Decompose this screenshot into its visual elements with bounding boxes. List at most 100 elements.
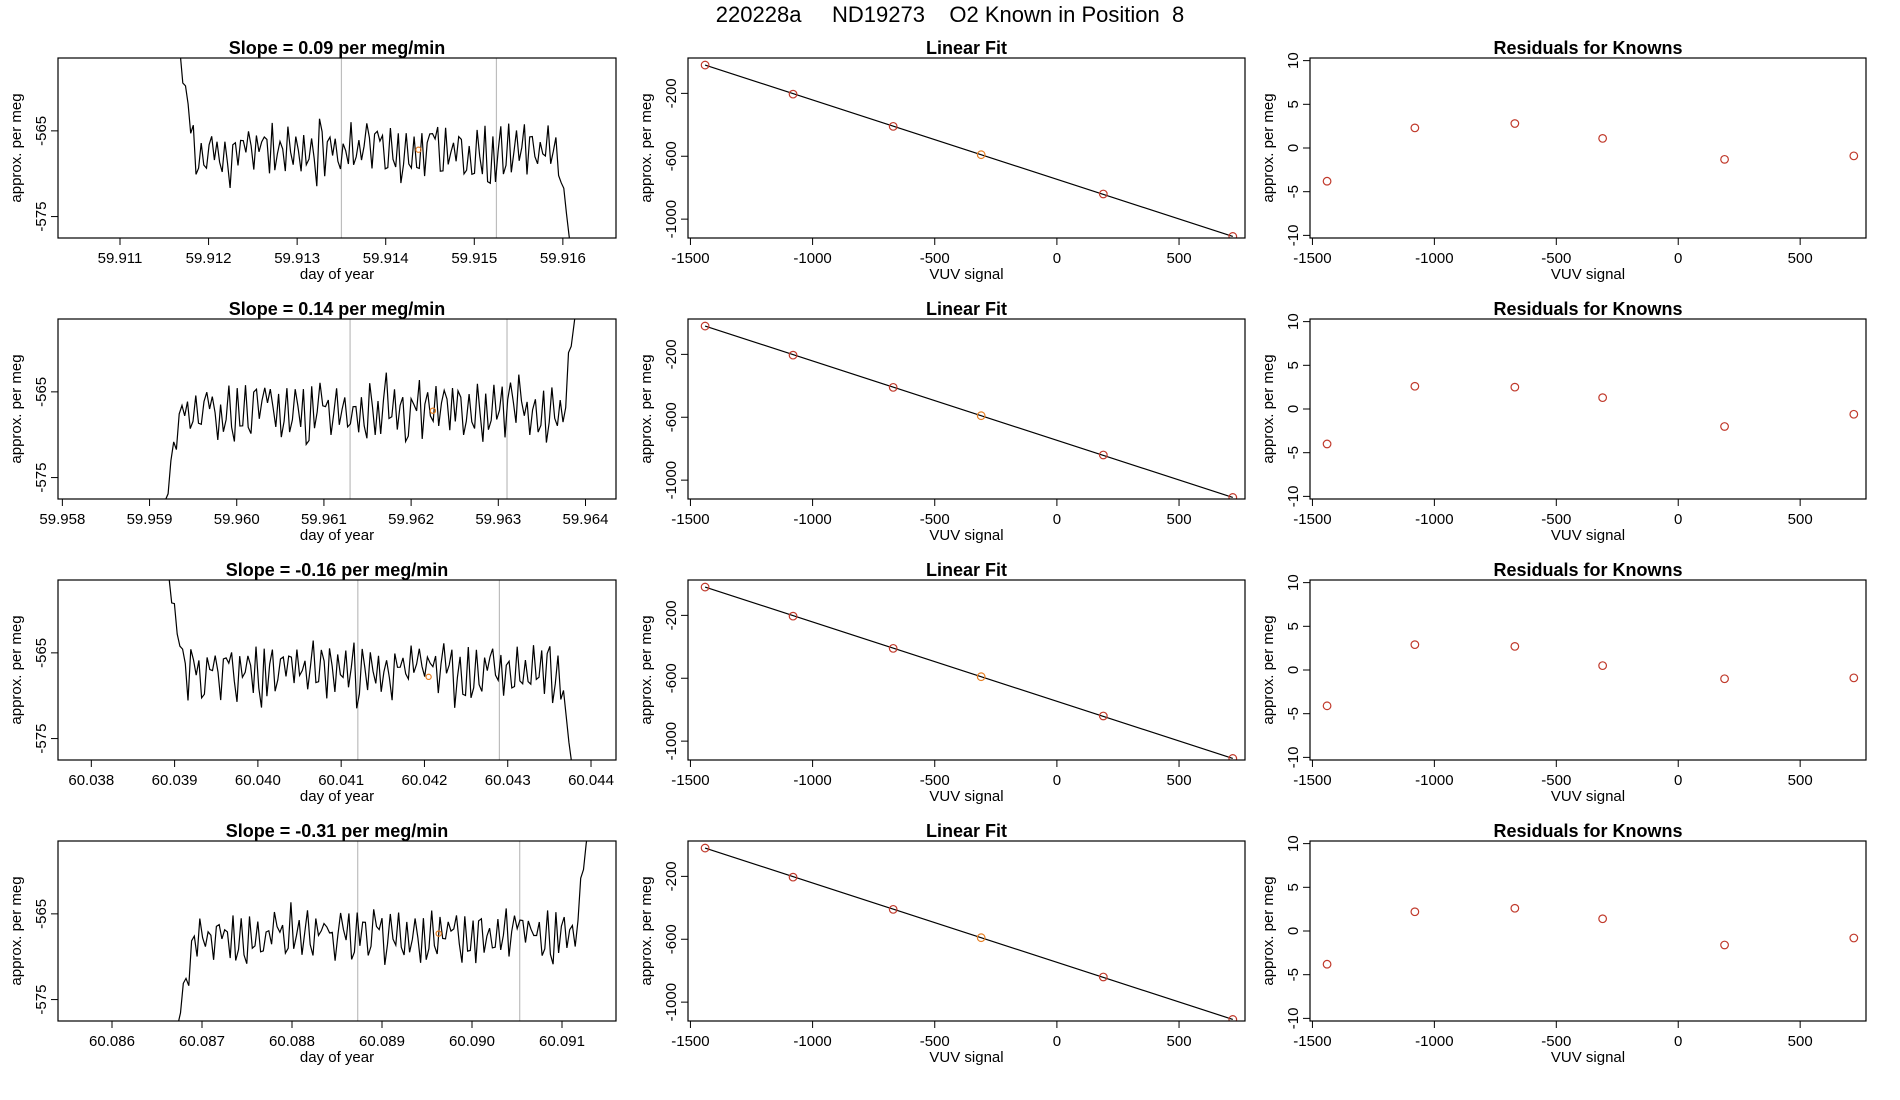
x-tick-label: -500 [920,772,950,789]
chart-title: Linear Fit [926,38,1007,58]
y-tick-label: -575 [33,724,50,754]
x-tick-label: 60.043 [485,772,531,789]
y-tick-label: -200 [663,339,680,369]
fit-line [704,64,1233,237]
data-point [1510,119,1520,128]
y-axis-label: approx. per meg [1260,354,1277,463]
chart-residuals-1: Residuals for Knowns -1500 -1000 -500 0 500 10… [1260,38,1867,283]
data-point [1598,393,1608,403]
x-tick-label: 59.959 [127,511,173,528]
chart-linear-fit-4: Linear Fit -1500 -1000 -500 0 500 -200 -600 -100… [638,821,1246,1066]
fit-line [704,847,1233,1020]
y-tick-label: -1000 [663,983,680,1021]
y-axis-label: approx. per meg [8,93,25,202]
data-point [700,843,710,853]
x-tick-label: 59.915 [451,250,497,267]
x-axis-label: day of year [300,527,374,544]
x-tick-label: 60.042 [402,772,448,789]
chart-title: Residuals for Knowns [1493,821,1682,841]
chart-title: Linear Fit [926,560,1007,580]
x-axis-label: VUV signal [929,788,1003,805]
plot-area [168,580,572,760]
x-tick-label: -1500 [1293,772,1331,789]
y-tick-label: -1000 [663,200,680,238]
x-tick-label: -500 [1541,250,1571,267]
x-tick-label: 500 [1167,1033,1192,1050]
data-point [1098,189,1108,199]
x-tick-label: 60.038 [68,772,114,789]
data-point [1849,151,1859,161]
plot-frame [687,840,1246,1022]
y-tick-label: -10 [1285,486,1302,508]
known-data-point [976,672,986,682]
data-point [788,350,798,360]
data-point [1720,674,1729,684]
plot-frame [1309,840,1867,1022]
y-tick-label: 10 [1285,313,1302,330]
data-trace [178,841,588,1021]
y-tick-label: -600 [663,402,680,432]
x-tick-label: -500 [920,1033,950,1050]
x-axis-label: day of year [300,266,374,283]
x-tick-label: 60.041 [318,772,364,789]
plot-frame [1309,57,1867,239]
plot-frame [687,318,1246,500]
x-tick-label: 60.086 [89,1033,135,1050]
plot-area [700,60,1238,238]
data-point [1598,914,1608,924]
data-point [1322,439,1332,449]
x-tick-label: 0 [1053,772,1061,789]
y-axis-label: approx. per meg [8,876,25,985]
chart-time-series-1: Slope = 0.09 per meg/min 59.911 59.912 59.9… [8,38,617,283]
page-title: 220228a ND19273 O2 Known in Position 8 [715,2,1185,27]
y-tick-label: 5 [1285,100,1302,108]
x-tick-label: 500 [1788,1033,1813,1050]
y-axis-label: approx. per meg [638,93,655,202]
y-axis-label: approx. per meg [638,615,655,724]
known-marker-point [415,146,422,153]
x-tick-label: 59.963 [475,511,521,528]
chart-linear-fit-1: Linear Fit -1500 -1000 -500 0 500 -200 -600 -100… [638,38,1246,283]
data-point [700,321,710,331]
data-point [1849,933,1859,943]
chart-title: Residuals for Knowns [1493,38,1682,58]
data-point [1228,493,1238,499]
x-axis-label: VUV signal [929,527,1003,544]
data-point [888,382,898,392]
x-axis-label: VUV signal [1551,527,1625,544]
plot-area [178,841,588,1021]
y-tick-label: -600 [663,924,680,954]
y-tick-label: -200 [663,78,680,108]
x-tick-label: 60.091 [539,1033,585,1050]
x-tick-label: 59.961 [301,511,347,528]
data-trace [165,319,576,499]
x-tick-label: -500 [1541,511,1571,528]
y-tick-label: 10 [1285,52,1302,69]
data-point [888,121,898,131]
x-tick-label: 500 [1788,772,1813,789]
x-axis-label: day of year [300,1049,374,1066]
known-marker-point [435,930,442,937]
y-tick-label: -565 [33,638,50,668]
y-tick-label: 10 [1285,574,1302,591]
chart-linear-fit-3: Linear Fit -1500 -1000 -500 0 500 -200 -600 -100… [638,560,1246,805]
data-point [1322,176,1332,186]
x-tick-label: 500 [1167,511,1192,528]
y-axis-label: approx. per meg [8,615,25,724]
x-tick-label: -1000 [1415,1033,1453,1050]
plot-frame [57,318,617,500]
data-point [1410,123,1420,133]
data-point [1410,907,1420,917]
data-point [1720,154,1729,164]
x-axis-label: VUV signal [929,1049,1003,1066]
x-tick-label: -1500 [671,511,709,528]
data-point [788,872,798,882]
data-point [1510,382,1520,392]
plot-frame [1309,318,1867,500]
x-tick-label: -1000 [1415,772,1453,789]
x-tick-label: 59.914 [363,250,409,267]
y-tick-label: -565 [33,899,50,929]
x-tick-label: 59.911 [98,250,143,267]
data-trace [168,580,572,760]
x-tick-label: -1500 [671,1033,709,1050]
